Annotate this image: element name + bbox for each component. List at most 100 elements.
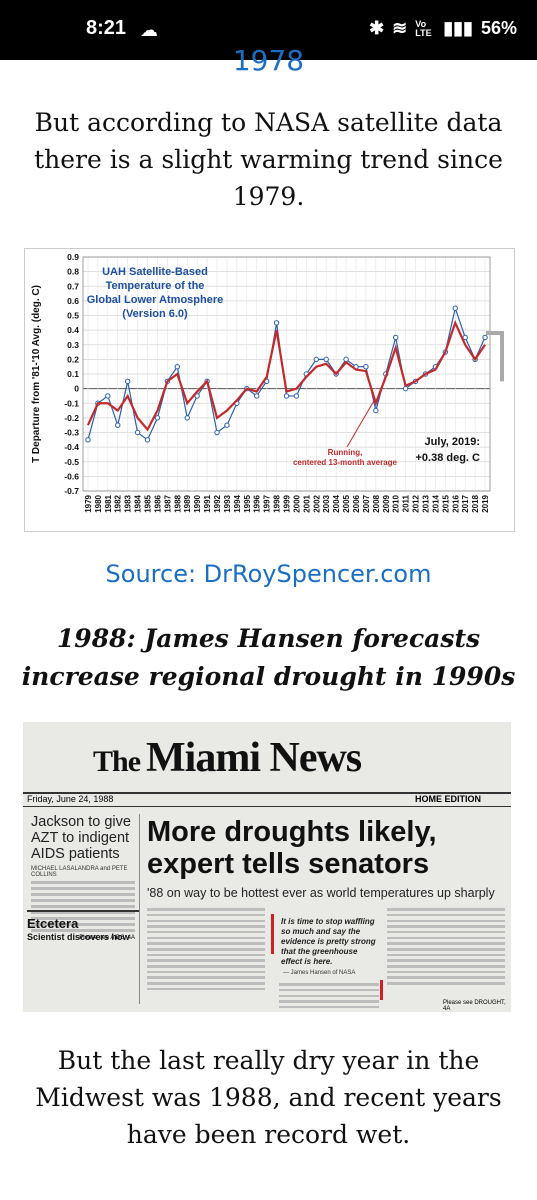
cloud-icon: ☁ [140,20,158,40]
x-tick-label: 2013 [421,494,430,512]
data-point [214,429,220,436]
data-point [373,407,379,414]
y-tick-label: -0.3 [64,428,79,438]
y-tick-label: 0.9 [67,252,79,262]
left-headline: Jackson to give AZT to indigent AIDS pat… [31,814,131,862]
x-tick-label: 1985 [144,494,153,512]
x-tick-label: 2006 [352,494,361,512]
data-point [283,393,290,399]
data-point [323,356,329,363]
y-tick-label: -0.5 [64,457,79,467]
quote-bar-2 [380,980,383,1000]
x-tick-label: 1994 [233,494,242,512]
status-bar: 8:21 ☁ ✱ ≋ Vo LTE ▮▮▮ 56% [0,0,537,60]
left-column: Jackson to give AZT to indigent AIDS pat… [27,814,140,1004]
data-point [293,393,300,399]
x-tick-label: 1981 [104,494,113,512]
quote-bar [271,914,274,954]
left-see-more: Please see AIDS, 4A [79,935,135,941]
x-tick-label: 1988 [173,494,182,512]
x-tick-label: 1991 [203,494,212,512]
data-point [105,393,111,399]
data-point [144,437,151,443]
subheadline: '88 on way to be hottest ever as world t… [147,886,495,900]
left-byline: MICHAEL LASALANDRA and PETE COLLINS [31,866,128,878]
x-tick-label: 1989 [183,494,192,512]
x-tick-label: 2014 [431,494,440,512]
plot-frame [82,256,491,492]
x-tick-label: 2003 [322,494,331,512]
masthead-title: Miami News [146,735,362,781]
x-tick-label: 1984 [134,494,143,512]
x-tick-label: 2005 [342,494,351,512]
annotation-arrow [346,398,376,448]
text-column-3 [387,905,505,988]
x-tick-label: 2004 [332,494,341,512]
text-column-1 [147,905,265,994]
data-point [124,378,131,385]
running-average-line [86,319,486,432]
y-tick-label: 0.4 [67,325,79,335]
chart-title: UAH Satellite-Based Temperature of the Glo… [87,266,224,320]
partial-year-link[interactable]: 1978 [232,44,305,77]
x-tick-label: 1999 [283,494,292,512]
x-tick-label: 2008 [372,494,381,512]
paragraph-nasa: But according to NASA satellite data the… [34,108,503,211]
x-tick-label: 1980 [94,494,103,512]
masthead-the: The [93,745,141,778]
data-point [194,393,200,399]
x-tick-label: 1995 [243,494,252,512]
data-point [402,385,409,392]
article-headline: 1988: James Hansen forecasts increase re… [21,624,516,691]
x-tick-label: 2011 [402,494,411,512]
chart-svg: 0.9 0.8 0.7 0.6 0.5 0.4 0.3 0.2 0.1 0 -0.1 -0.2 -0.3… [31,252,504,513]
x-tick-label: 1982 [114,494,123,512]
x-tick-label: 2002 [312,494,321,512]
x-tick-label: 1992 [213,494,222,512]
drought-see-more: Please see DROUGHT, 4A [443,1000,506,1012]
x-tick-label: 1998 [273,494,282,512]
x-tick-label: 2018 [471,494,480,512]
y-tick-label: 0 [74,384,79,394]
bluetooth-icon: ✱ [369,18,385,38]
data-point [184,415,190,421]
x-tick-label: 2016 [451,494,460,512]
x-tick-label: 2012 [412,494,421,512]
x-tick-label: 2017 [461,494,470,512]
y-tick-label: 0.7 [67,281,79,291]
pull-quote: It is time to stop waffling so much and … [281,917,376,966]
data-point [482,334,488,341]
y-tick-label: -0.1 [64,398,79,408]
data-point [174,363,181,370]
data-point [343,356,349,363]
source-link[interactable]: Source: DrRoySpencer.com [105,560,432,588]
x-tick-label: 2007 [362,494,371,512]
y-axis-label: T Departure from '81-'10 Avg. (deg. C) [31,285,42,463]
x-tick-label: 2010 [392,494,401,512]
y-tick-label: -0.4 [64,442,79,452]
data-point [115,422,121,428]
newspaper-date: Friday, June 24, 1988 [27,794,114,804]
x-tick-label: 1983 [124,494,133,512]
y-tick-label: 0.1 [67,369,79,379]
etcetera-sub: Scientist discovers how [27,932,130,942]
newspaper-edition: HOME EDITION [414,794,481,804]
data-point [452,305,458,311]
paragraph-midwest: But the last really dry year in the Midw… [35,1046,502,1149]
data-point [134,429,141,436]
x-tick-label: 1997 [263,494,272,512]
x-tick-label: 2019 [481,494,490,512]
data-point [273,320,280,326]
data-point [363,363,369,370]
battery-percent: 56% [480,18,517,38]
newspaper-clipping: The Miami News Friday, June 24, 1988 HOME… [23,722,511,1012]
x-tick-label: 2001 [302,494,311,512]
y-tick-label: 0.3 [67,340,79,350]
y-tick-label: 0.6 [67,296,79,306]
newspaper-dateline: Friday, June 24, 1988 HOME EDITION [23,792,511,807]
y-tick-label: 0.2 [67,354,79,364]
etcetera-label: Etcetera [27,910,139,931]
data-point [154,415,161,421]
x-tick-label: 1990 [193,494,202,512]
y-tick-label: -0.2 [64,413,79,423]
